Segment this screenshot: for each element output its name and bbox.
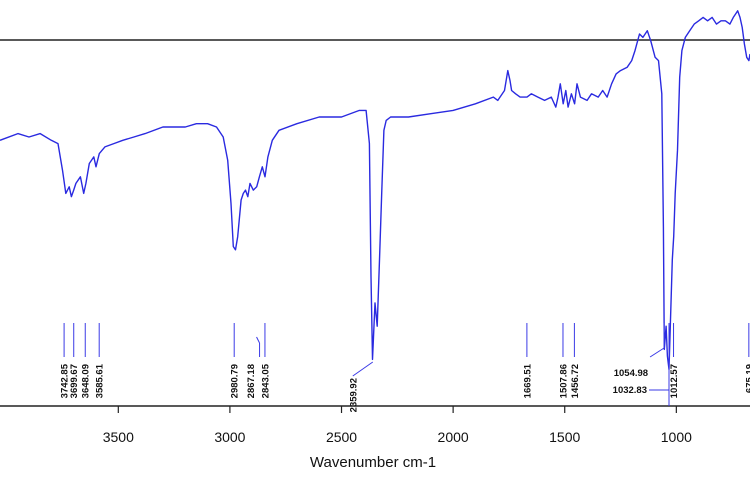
x-axis-title: Wavenumber cm-1: [310, 454, 436, 471]
peak-label: 1669.51: [522, 363, 533, 398]
peak-label: 675.19: [744, 364, 750, 393]
peak-marker: 3648.09: [81, 323, 92, 398]
x-tick-label: 3500: [103, 429, 134, 445]
peak-marker: 1669.51: [522, 323, 533, 398]
peak-marker: 3699.67: [69, 323, 80, 398]
spectrum-series: [0, 10, 750, 371]
x-tick-label: 1500: [549, 429, 580, 445]
peak-marker: 3742.85: [60, 323, 71, 398]
x-tick-label: 3000: [214, 429, 245, 445]
spectrum-line: [0, 10, 750, 371]
peak-label: 1012.57: [669, 364, 680, 398]
peak-marker: 3585.61: [95, 323, 106, 398]
peak-marker: 1012.57: [669, 323, 680, 398]
x-tick-label: 1000: [661, 429, 692, 445]
peak-marker: 2359.92: [348, 361, 374, 412]
peak-marker: 1456.72: [570, 323, 581, 398]
plot-frame: [0, 39, 750, 407]
peak-label: 2867.18: [246, 364, 257, 398]
peak-leader: [352, 361, 374, 377]
peak-leader: [256, 336, 261, 344]
peak-label: 1032.83: [613, 385, 647, 396]
peak-label: 3648.09: [81, 364, 92, 398]
peak-label: 3699.67: [69, 364, 80, 398]
x-tick-label: 2000: [438, 429, 469, 445]
peak-marker: 2843.05: [260, 323, 271, 398]
peak-label: 2359.92: [348, 378, 359, 412]
peak-marker: 675.19: [744, 323, 750, 393]
peak-label: 3585.61: [95, 363, 106, 398]
peak-marker: 2867.18: [246, 336, 261, 398]
peak-label: 3742.85: [60, 363, 71, 398]
peak-label: 1507.86: [559, 364, 570, 398]
x-tick-label: 2500: [326, 429, 357, 445]
peak-label: 2980.79: [230, 364, 241, 398]
peak-leader: [649, 347, 665, 358]
peak-marker: 1507.86: [559, 323, 570, 398]
peak-marker: 1054.98: [614, 323, 665, 379]
peak-marker: 2980.79: [230, 323, 241, 398]
peak-marker: 1032.83: [613, 323, 670, 406]
peak-label: 1054.98: [614, 368, 648, 379]
peak-label: 2843.05: [260, 363, 271, 398]
peak-label: 1456.72: [570, 364, 581, 398]
x-axis-ticks: 3500 3000 2500 2000 1500 1000: [103, 406, 692, 445]
